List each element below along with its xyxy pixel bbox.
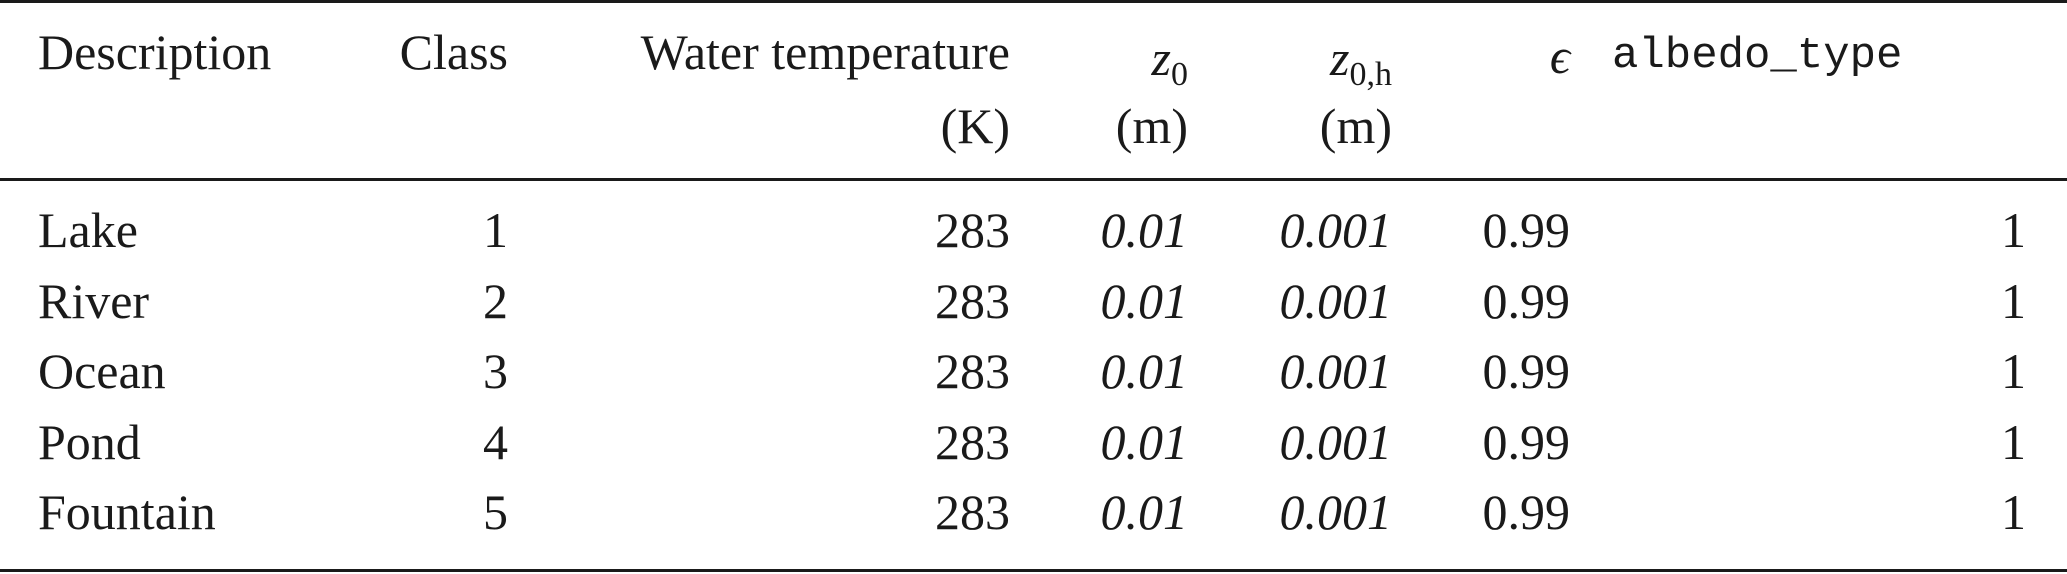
cell-epsilon: 0.99 xyxy=(1482,343,1571,399)
header-z0: z0 xyxy=(1040,28,1188,92)
header-z0h-symbol: z xyxy=(1330,30,1350,86)
header-water-temp-unit: (K) xyxy=(940,98,1010,154)
cell-description: Pond xyxy=(38,414,141,470)
cell-z0h: 0.001 xyxy=(1279,484,1393,540)
cell-z0: 0.01 xyxy=(1100,202,1189,258)
header-water-temp: Water temperature xyxy=(640,24,1010,80)
cell-water-temp: 283 xyxy=(935,484,1010,540)
cell-albedo-type: 1 xyxy=(2001,414,2026,470)
cell-epsilon: 0.99 xyxy=(1482,414,1571,470)
header-rule xyxy=(0,178,2067,181)
header-z0-unit: (m) xyxy=(1115,98,1188,154)
header-z0h: z0,h xyxy=(1220,28,1392,92)
cell-albedo-type: 1 xyxy=(2001,484,2026,540)
bottom-rule xyxy=(0,569,2067,572)
cell-water-temp: 283 xyxy=(935,273,1010,329)
cell-z0: 0.01 xyxy=(1100,414,1189,470)
cell-z0: 0.01 xyxy=(1100,484,1189,540)
header-class: Class xyxy=(399,24,508,80)
cell-albedo-type: 1 xyxy=(2001,273,2026,329)
cell-z0h: 0.001 xyxy=(1279,414,1393,470)
cell-description: Ocean xyxy=(38,343,166,399)
cell-class: 4 xyxy=(483,414,508,470)
cell-class: 2 xyxy=(483,273,508,329)
cell-description: Fountain xyxy=(38,484,216,540)
header-z0h-unit: (m) xyxy=(1319,98,1392,154)
top-rule xyxy=(0,0,2067,3)
cell-description: Lake xyxy=(38,202,138,258)
header-z0-symbol: z xyxy=(1151,30,1171,86)
cell-z0h: 0.001 xyxy=(1279,202,1393,258)
cell-z0h: 0.001 xyxy=(1279,343,1393,399)
cell-epsilon: 0.99 xyxy=(1482,484,1571,540)
cell-description: River xyxy=(38,273,150,329)
header-description: Description xyxy=(38,24,272,80)
cell-class: 1 xyxy=(483,202,508,258)
header-albedo-type: albedo_type xyxy=(1612,31,1903,81)
header-z0h-subscript: 0,h xyxy=(1349,56,1393,94)
header-z0-subscript: 0 xyxy=(1171,56,1188,94)
cell-z0: 0.01 xyxy=(1100,273,1189,329)
cell-albedo-type: 1 xyxy=(2001,202,2026,258)
cell-water-temp: 283 xyxy=(935,343,1010,399)
cell-z0h: 0.001 xyxy=(1279,273,1393,329)
cell-class: 5 xyxy=(483,484,508,540)
cell-epsilon: 0.99 xyxy=(1482,202,1571,258)
header-epsilon: ϵ xyxy=(1549,28,1570,84)
cell-albedo-type: 1 xyxy=(2001,343,2026,399)
cell-epsilon: 0.99 xyxy=(1482,273,1571,329)
cell-water-temp: 283 xyxy=(935,202,1010,258)
cell-water-temp: 283 xyxy=(935,414,1010,470)
cell-z0: 0.01 xyxy=(1100,343,1189,399)
cell-class: 3 xyxy=(483,343,508,399)
